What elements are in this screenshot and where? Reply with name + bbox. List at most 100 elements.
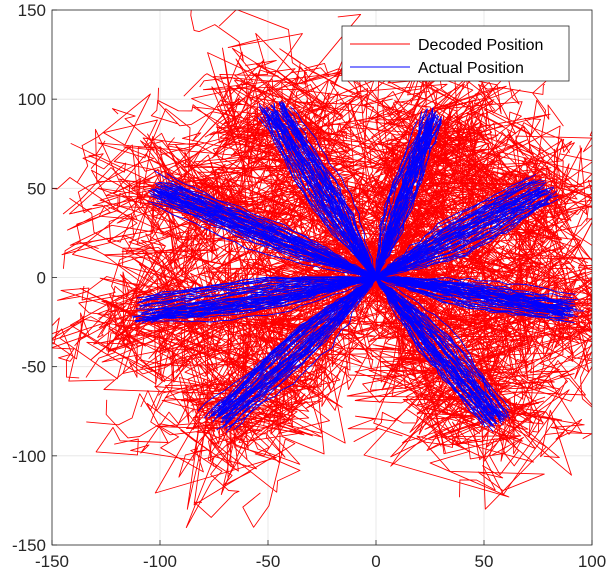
decoded-trajectory [218,10,379,276]
actual-trajectory [377,190,558,279]
actual-trajectory [143,276,376,300]
actual-trajectory [140,276,377,315]
actual-trajectory [375,188,549,278]
actual-trajectory [375,193,544,279]
actual-trajectory [374,275,511,410]
x-tick-label: -100 [143,552,177,571]
decoded-trajectory [363,111,498,292]
actual-trajectory [218,278,375,417]
actual-trajectory [152,203,375,279]
actual-trajectory [375,125,433,278]
actual-trajectory [213,278,377,417]
actual-trajectory [138,276,375,303]
actual-trajectory [289,106,378,277]
decoded-trajectory [52,267,367,395]
decoded-trajectory [372,284,567,423]
actual-trajectory [374,202,549,278]
decoded-trajectory [90,133,374,285]
y-tick-label: -150 [12,536,46,555]
actual-trajectory [224,275,377,420]
actual-trajectory [149,276,376,323]
actual-trajectory [265,107,380,277]
actual-trajectory [375,195,552,278]
actual-trajectory [376,198,550,280]
decoded-trajectory [364,275,536,461]
actual-trajectory [270,112,378,279]
actual-trajectory [142,276,377,309]
actual-trajectory [374,277,498,413]
actual-trajectory [376,276,495,417]
actual-trajectory [374,277,503,417]
actual-trajectory [229,277,378,428]
x-tick-label: -50 [256,552,281,571]
actual-trajectory [215,277,376,407]
actual-trajectory [139,277,375,308]
actual-trajectory [374,276,571,309]
actual-trajectory [376,278,574,315]
decoded-trajectory [174,97,373,285]
decoded-trajectory [97,233,371,350]
actual-trajectory [377,186,546,279]
y-tick-label: 0 [37,269,46,288]
x-tick-label: -150 [35,552,69,571]
actual-trajectory [169,184,377,279]
decoded-trajectory [270,48,389,286]
actual-trajectory [149,192,377,278]
legend-box [341,25,570,82]
actual-trajectory [376,277,573,317]
actual-trajectory [374,123,433,277]
actual-trajectory [374,277,494,427]
decoded-trajectory [184,282,370,518]
y-tick-label: -100 [12,447,46,466]
decoded-trajectory [373,142,581,276]
decoded-trajectory [106,256,357,364]
actual-trajectory [151,276,377,316]
actual-trajectory [376,276,501,420]
actual-trajectory [375,277,572,303]
actual-trajectory [375,276,575,305]
actual-trajectory [378,191,552,277]
actual-trajectory [374,190,544,279]
y-axis: -150 -100 -50 0 50 100 150 [12,1,57,555]
y-tick-label: 100 [18,90,46,109]
decoded-trajectory [390,179,592,289]
actual-trajectory [374,276,499,425]
decoded-trajectory [154,278,374,494]
actual-trajectory [374,181,535,278]
actual-trajectory [377,277,490,425]
legend-actual-label: Actual Position [418,60,524,77]
actual-trajectory [154,170,377,278]
decoded-trajectory [372,282,519,476]
actual-trajectory [142,275,376,319]
actual-trajectory [375,119,441,279]
x-tick-label: 100 [578,552,606,571]
decoded-trajectory [146,276,376,445]
actual-trajectory [374,179,536,278]
actual-trajectory [376,277,507,415]
actual-trajectory [225,275,378,433]
actual-trajectory [374,116,442,278]
y-tick-label: 50 [27,179,46,198]
actual-trajectory [375,275,569,320]
decoded-trajectory [158,260,379,353]
actual-trajectory [136,276,375,299]
decoded-trajectory [361,284,592,437]
decoded-trajectory [221,64,408,283]
actual-trajectory [376,192,553,279]
actual-trajectory [374,277,504,422]
y-tick-label: -50 [21,358,46,377]
actual-trajectory [150,188,376,279]
actual-trajectory [377,176,528,278]
actual-trajectory [276,110,377,278]
decoded-trajectory [52,149,379,286]
actual-position-series [131,100,585,433]
actual-trajectory [375,276,566,320]
x-tick-label: 0 [371,552,380,571]
x-axis: -150 -100 -50 0 50 100 [35,540,606,571]
decoded-trajectory [217,276,398,444]
actual-trajectory [257,116,377,278]
actual-trajectory [377,276,576,295]
actual-trajectory [374,118,442,278]
actual-trajectory [375,123,432,278]
